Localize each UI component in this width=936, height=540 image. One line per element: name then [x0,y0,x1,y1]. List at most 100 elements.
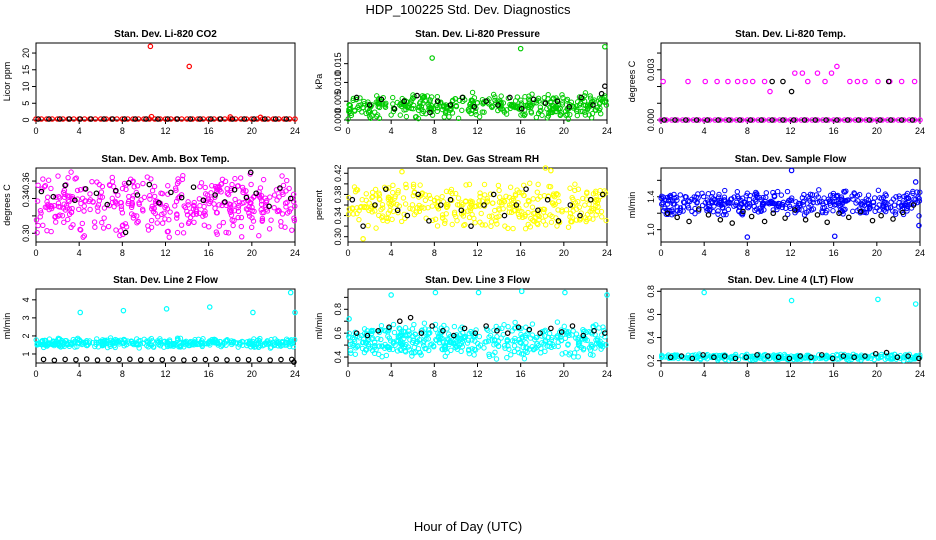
x-tick-label: 20 [872,248,882,258]
data-point [111,203,117,210]
data-point [211,116,217,122]
data-point [440,327,446,334]
data-point [365,222,371,229]
data-point [190,202,197,208]
data-point [151,183,158,190]
data-point [521,182,527,188]
data-point [105,223,112,230]
data-point [279,211,286,217]
data-point [88,116,94,122]
data-point [164,116,171,122]
data-point [191,339,197,345]
data-point [237,340,243,346]
y-tick-label: 4 [21,297,31,302]
data-point [40,356,47,363]
x-tick-label: 20 [247,126,257,136]
data-point [436,340,443,346]
data-point [575,199,581,205]
data-point [911,78,918,85]
data-point [353,94,360,101]
data-point [507,94,513,101]
data-point [765,353,771,359]
data-point [396,318,403,325]
data-point [198,341,205,347]
data-point [888,199,894,205]
data-point [458,200,465,206]
data-point [238,214,245,221]
data-point [743,354,750,361]
data-point [442,343,449,350]
data-point [766,117,772,123]
data-point [744,190,751,196]
data-point [588,196,594,203]
data-point [411,211,418,218]
data-point [220,219,227,226]
data-point [554,98,561,105]
data-point [256,356,263,363]
y-tick-label: 0.6 [333,327,343,340]
data-point [701,289,707,296]
data-point [493,341,500,347]
data-point [722,187,728,194]
data-point [906,198,912,204]
data-point [147,196,153,202]
data-point [672,117,678,123]
data-point [518,100,525,106]
data-point [188,209,194,216]
data-point [809,117,815,123]
y-tick-label: 0.003 [646,59,656,82]
data-point [604,292,610,298]
data-point [721,353,728,359]
data-point [111,342,117,349]
data-point [814,117,821,123]
data-point [462,221,468,228]
data-point [397,112,403,118]
data-point [371,344,378,350]
data-point [382,101,388,108]
data-point [270,116,277,122]
data-point [60,116,66,122]
data-point [596,107,602,113]
data-point [529,204,536,210]
data-point [821,195,827,201]
data-point [719,204,725,211]
y-tick-label: 0.000 [646,109,656,132]
data-point [79,220,86,227]
y-tick-label: 0.30 [333,228,343,246]
data-point [883,349,890,356]
data-point [257,340,264,347]
data-point [66,343,73,350]
data-point [447,107,453,114]
data-point [69,193,76,200]
data-point [598,208,605,215]
data-point [250,218,257,224]
data-point [778,192,785,198]
data-point [248,341,254,347]
data-point [705,191,712,197]
data-point [268,217,274,223]
data-point [916,222,922,229]
data-point [66,198,72,205]
data-point [178,192,185,198]
data-point [593,322,599,328]
data-point [182,204,189,211]
data-point [797,353,804,359]
data-point [665,198,672,204]
data-point [407,100,413,107]
data-point [427,342,434,348]
data-point [489,104,495,111]
data-point [852,117,859,123]
data-point [170,356,176,362]
data-point [685,78,691,85]
data-point [559,351,565,357]
data-point [495,102,501,108]
data-point [850,196,856,202]
data-point [466,350,472,357]
data-point [560,94,566,101]
data-point [674,214,680,221]
data-point [271,340,277,346]
data-point [749,78,756,85]
x-tick-label: 16 [516,126,526,136]
data-point [101,205,108,211]
data-point [721,194,728,200]
